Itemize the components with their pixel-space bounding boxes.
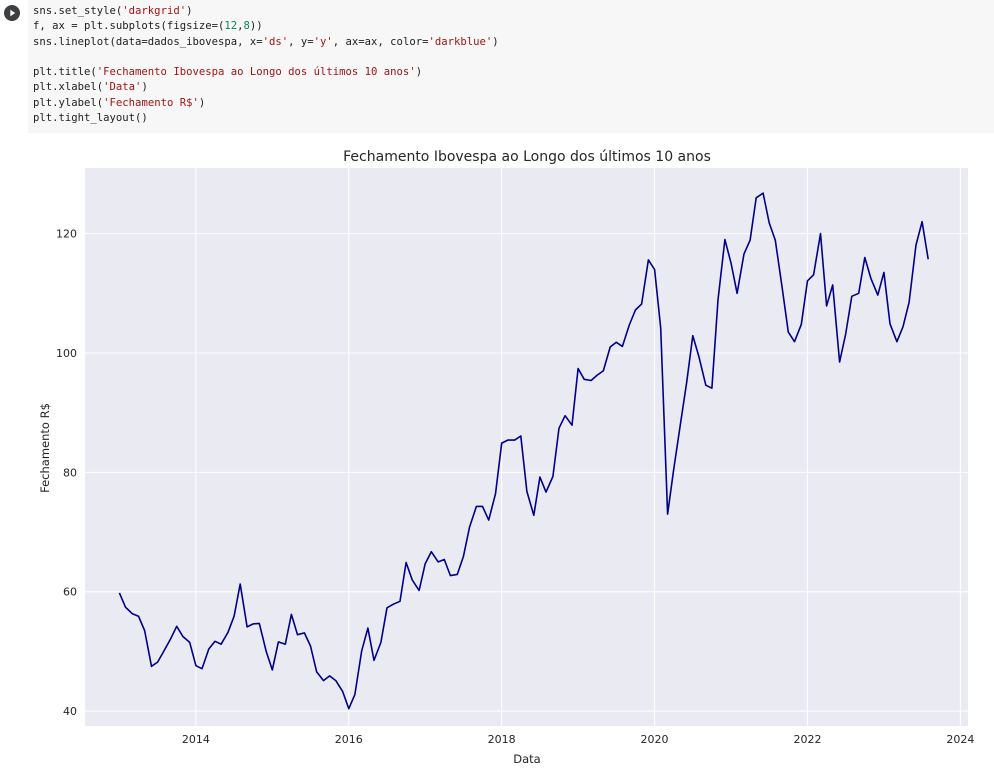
code-token: ) bbox=[198, 96, 206, 109]
code-cell[interactable]: sns.set_style('darkgrid') f, ax = plt.sub… bbox=[0, 0, 994, 133]
code-token: , y= bbox=[288, 35, 314, 48]
code-token: 'Fechamento Ibovespa ao Longo dos último… bbox=[96, 66, 416, 79]
code-token: plt.title( bbox=[33, 66, 97, 79]
code-token: , ax=ax, color= bbox=[332, 35, 429, 48]
cell-output: Fechamento Ibovespa ao Longo dos últimos… bbox=[0, 133, 994, 770]
series-line bbox=[118, 192, 929, 710]
x-tick-label: 2016 bbox=[335, 733, 363, 746]
chart-title: Fechamento Ibovespa ao Longo dos últimos… bbox=[343, 149, 711, 165]
code-token: sns.set_style( bbox=[33, 5, 123, 17]
code-line: plt.ylabel('Fechamento R$') bbox=[33, 96, 499, 111]
code-token: 'y' bbox=[313, 35, 333, 48]
y-axis-label: Fechamento R$ bbox=[38, 403, 52, 493]
cell-gutter bbox=[0, 0, 28, 133]
code-line: sns.set_style('darkgrid') bbox=[33, 4, 499, 19]
code-token: f, ax = plt.subplots(figsize=( bbox=[33, 20, 225, 33]
x-tick-label: 2022 bbox=[793, 733, 821, 746]
code-token: 12 bbox=[224, 20, 238, 33]
code-token: ) bbox=[415, 66, 423, 79]
code-token: plt.ylabel( bbox=[33, 96, 104, 109]
code-token: plt.xlabel( bbox=[33, 81, 104, 94]
code-editor[interactable]: sns.set_style('darkgrid') f, ax = plt.sub… bbox=[28, 0, 994, 133]
code-line: plt.title('Fechamento Ibovespa ao Longo … bbox=[33, 65, 499, 80]
y-tick-label: 100 bbox=[56, 347, 77, 360]
grid-lines bbox=[85, 168, 968, 726]
play-icon bbox=[10, 9, 16, 17]
code-text[interactable]: sns.set_style('darkgrid') f, ax = plt.sub… bbox=[33, 4, 499, 126]
x-tick-label: 2020 bbox=[641, 733, 669, 746]
code-token: sns.lineplot(data=dados_ibovespa, x= bbox=[33, 35, 263, 48]
code-token: 'darkblue' bbox=[428, 35, 493, 48]
y-tick-label: 60 bbox=[63, 586, 77, 599]
code-token: )) bbox=[249, 20, 263, 33]
code-line: sns.lineplot(data=dados_ibovespa, x='ds'… bbox=[33, 35, 499, 50]
code-token: ) bbox=[492, 35, 499, 48]
run-cell-button[interactable] bbox=[4, 5, 20, 21]
code-token: 'Fechamento R$' bbox=[103, 96, 199, 109]
plot-area bbox=[85, 168, 968, 726]
code-token: , bbox=[237, 20, 244, 33]
code-line: plt.tight_layout() bbox=[33, 111, 499, 126]
code-token: ) bbox=[141, 81, 148, 94]
x-tick-label: 2014 bbox=[182, 733, 210, 746]
series-layer bbox=[118, 192, 929, 710]
code-token: 'Data' bbox=[103, 81, 142, 94]
code-token: 'ds' bbox=[262, 35, 289, 48]
code-token: ) bbox=[186, 5, 193, 17]
x-axis-ticks: 2014 2016 2018 2020 2022 2024 bbox=[182, 733, 975, 746]
code-line: f, ax = plt.subplots(figsize=(12,8)) bbox=[33, 19, 499, 34]
y-tick-label: 80 bbox=[63, 466, 77, 479]
y-tick-label: 40 bbox=[63, 705, 77, 718]
x-tick-label: 2024 bbox=[946, 733, 974, 746]
y-tick-label: 120 bbox=[56, 228, 77, 241]
x-axis-label: Data bbox=[513, 752, 540, 766]
code-token: plt.tight_layout() bbox=[33, 112, 148, 125]
code-token: 'darkgrid' bbox=[122, 5, 187, 17]
code-line: plt.xlabel('Data') bbox=[33, 80, 499, 95]
code-token: 8 bbox=[243, 20, 250, 33]
line-chart: Fechamento Ibovespa ao Longo dos últimos… bbox=[38, 149, 975, 766]
x-tick-label: 2018 bbox=[488, 733, 516, 746]
y-axis-ticks: 40 60 80 100 120 bbox=[56, 228, 77, 718]
code-line bbox=[33, 50, 499, 65]
